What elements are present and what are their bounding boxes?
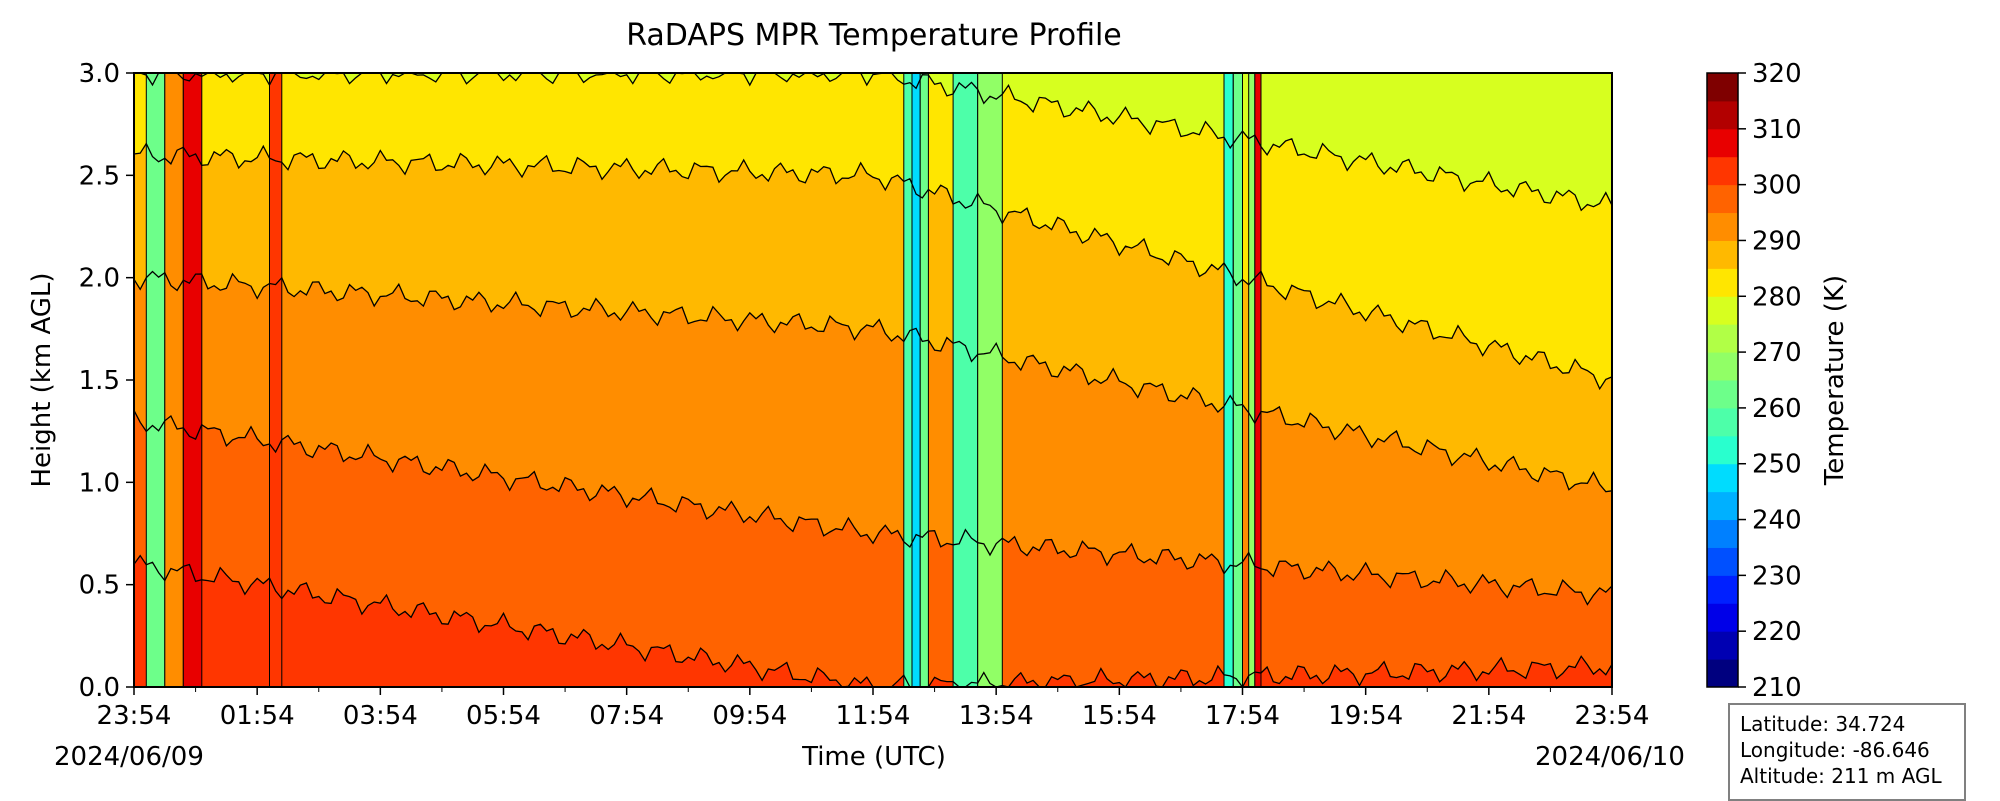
y-tick-label: 0.5 <box>79 571 120 601</box>
colorbar-swatches <box>1707 73 1738 688</box>
colorbar-swatch <box>1707 212 1738 241</box>
x-tick-label: 13:54 <box>959 701 1034 731</box>
colorbar-swatch <box>1707 519 1738 548</box>
temperature-band <box>134 555 1612 687</box>
colorbar-label: Temperature (K) <box>1820 275 1850 486</box>
anomalous-column <box>164 72 184 688</box>
colorbar-swatch <box>1707 435 1738 465</box>
colorbar-tick-label: 220 <box>1752 617 1802 647</box>
y-tick-label: 0.0 <box>79 673 120 703</box>
y-tick-label: 2.0 <box>79 264 120 294</box>
isotherm-line <box>133 142 1613 391</box>
colorbar-tick-label: 280 <box>1752 282 1802 312</box>
colorbar-swatch <box>1707 491 1738 521</box>
anomalous-column <box>977 72 1003 688</box>
x-tick-label: 09:54 <box>712 701 787 731</box>
colorbar-swatch <box>1707 575 1738 604</box>
colorbar-swatch <box>1707 463 1738 493</box>
colorbar-swatch <box>1707 240 1738 269</box>
y-tick-label: 3.0 <box>79 59 120 89</box>
colorbar-tick-label: 230 <box>1752 561 1802 591</box>
colorbar-tick-label: 300 <box>1752 171 1802 201</box>
colorbar-swatch <box>1707 352 1738 381</box>
anomalous-column <box>1254 72 1262 688</box>
x-tick-label: 15:54 <box>1082 701 1157 731</box>
x-tick-label: 23:54 <box>97 701 172 731</box>
colorbar-swatch <box>1707 659 1738 688</box>
longitude-text: Longitude: -86.646 <box>1740 738 1930 762</box>
x-axis: 23:54 01:54 03:54 05:54 07:54 09:54 11:54 13:54… <box>97 687 1650 731</box>
colorbar-swatch <box>1707 184 1738 214</box>
colorbar-swatch <box>1707 296 1738 325</box>
anomalous-column <box>1232 72 1244 688</box>
colorbar-tick-label: 270 <box>1752 338 1802 368</box>
anomalous-column <box>952 72 979 688</box>
station-info-box: Latitude: 34.724 Longitude: -86.646 Alti… <box>1728 703 1966 801</box>
anomalous-column <box>1223 72 1234 688</box>
colorbar-swatch <box>1707 407 1738 437</box>
altitude-text: Altitude: 211 m AGL <box>1740 764 1942 788</box>
x-tick-label: 01:54 <box>220 701 295 731</box>
end-date-label: 2024/06/10 <box>1535 742 1685 772</box>
x-tick-label: 03:54 <box>343 701 418 731</box>
temperature-band <box>134 143 1612 492</box>
colorbar-swatch <box>1707 268 1738 297</box>
colorbar-frame <box>1706 72 1739 688</box>
anomalous-column <box>903 72 913 688</box>
isotherm-line <box>133 270 1613 493</box>
x-tick-label: 17:54 <box>1205 701 1280 731</box>
chart-title: RaDAPS MPR Temperature Profile <box>626 18 1122 53</box>
anomalous-column <box>145 72 166 688</box>
colorbar-swatch <box>1707 631 1738 660</box>
x-tick-label: 11:54 <box>836 701 911 731</box>
y-tick-label: 1.5 <box>79 366 120 396</box>
colorbar-tick-label: 250 <box>1752 450 1802 480</box>
x-tick-label: 19:54 <box>1328 701 1403 731</box>
start-date-label: 2024/06/09 <box>54 742 204 772</box>
colorbar-swatch <box>1707 128 1738 158</box>
anomalous-column <box>911 72 921 688</box>
x-tick-label: 21:54 <box>1451 701 1526 731</box>
colorbar: 210 220 230 240 250 260 270 280 290 300 310 320 Tem… <box>1706 59 1850 703</box>
colorbar-swatch <box>1707 380 1738 409</box>
colorbar-tick-label: 240 <box>1752 506 1802 536</box>
anomalous-column <box>182 72 203 688</box>
x-axis-label: Time (UTC) <box>801 742 946 772</box>
anomalous-column <box>269 72 283 688</box>
plot-area <box>133 72 1613 689</box>
y-axis-label: Height (km AGL) <box>27 272 57 487</box>
anomalous-column <box>919 72 929 688</box>
colorbar-swatch <box>1707 100 1738 130</box>
x-tick-label: 07:54 <box>589 701 664 731</box>
colorbar-tick-label: 260 <box>1752 394 1802 424</box>
x-tick-label: 05:54 <box>466 701 541 731</box>
colorbar-swatch <box>1707 547 1738 576</box>
anomalous-column <box>1248 72 1256 688</box>
y-tick-label: 2.5 <box>79 161 120 191</box>
temperature-contour-fills <box>134 72 1612 688</box>
colorbar-tick-label: 310 <box>1752 115 1802 145</box>
isotherm-line <box>133 410 1613 606</box>
y-axis: 0.0 0.5 1.0 1.5 2.0 2.5 3.0 <box>79 59 134 703</box>
colorbar-swatch <box>1707 156 1738 186</box>
latitude-text: Latitude: 34.724 <box>1740 712 1906 736</box>
colorbar-swatch <box>1707 73 1738 102</box>
colorbar-swatch <box>1707 603 1738 632</box>
colorbar-tick-label: 290 <box>1752 226 1802 256</box>
x-tick-label: 23:54 <box>1575 701 1650 731</box>
colorbar-swatch <box>1707 324 1738 353</box>
colorbar-tick-label: 320 <box>1752 59 1802 89</box>
y-tick-label: 1.0 <box>79 468 120 498</box>
colorbar-tick-label: 210 <box>1752 673 1802 703</box>
colorbar-ticks: 210 220 230 240 250 260 270 280 290 300 310 320 <box>1738 59 1802 703</box>
